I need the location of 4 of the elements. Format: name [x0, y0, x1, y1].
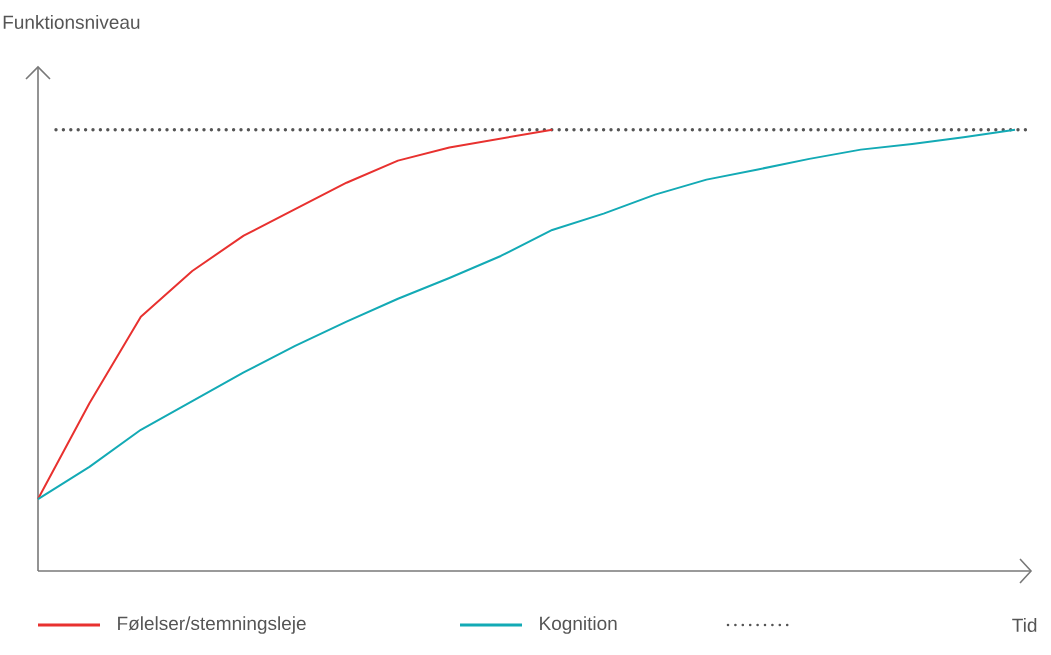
- legend-label: Følelser/stemningsleje: [118, 616, 306, 634]
- text: Funktionsniveau: [3, 15, 140, 29]
- x-axis-title: Tid: [1012, 618, 1037, 632]
- legend-label: Kognition: [540, 616, 617, 634]
